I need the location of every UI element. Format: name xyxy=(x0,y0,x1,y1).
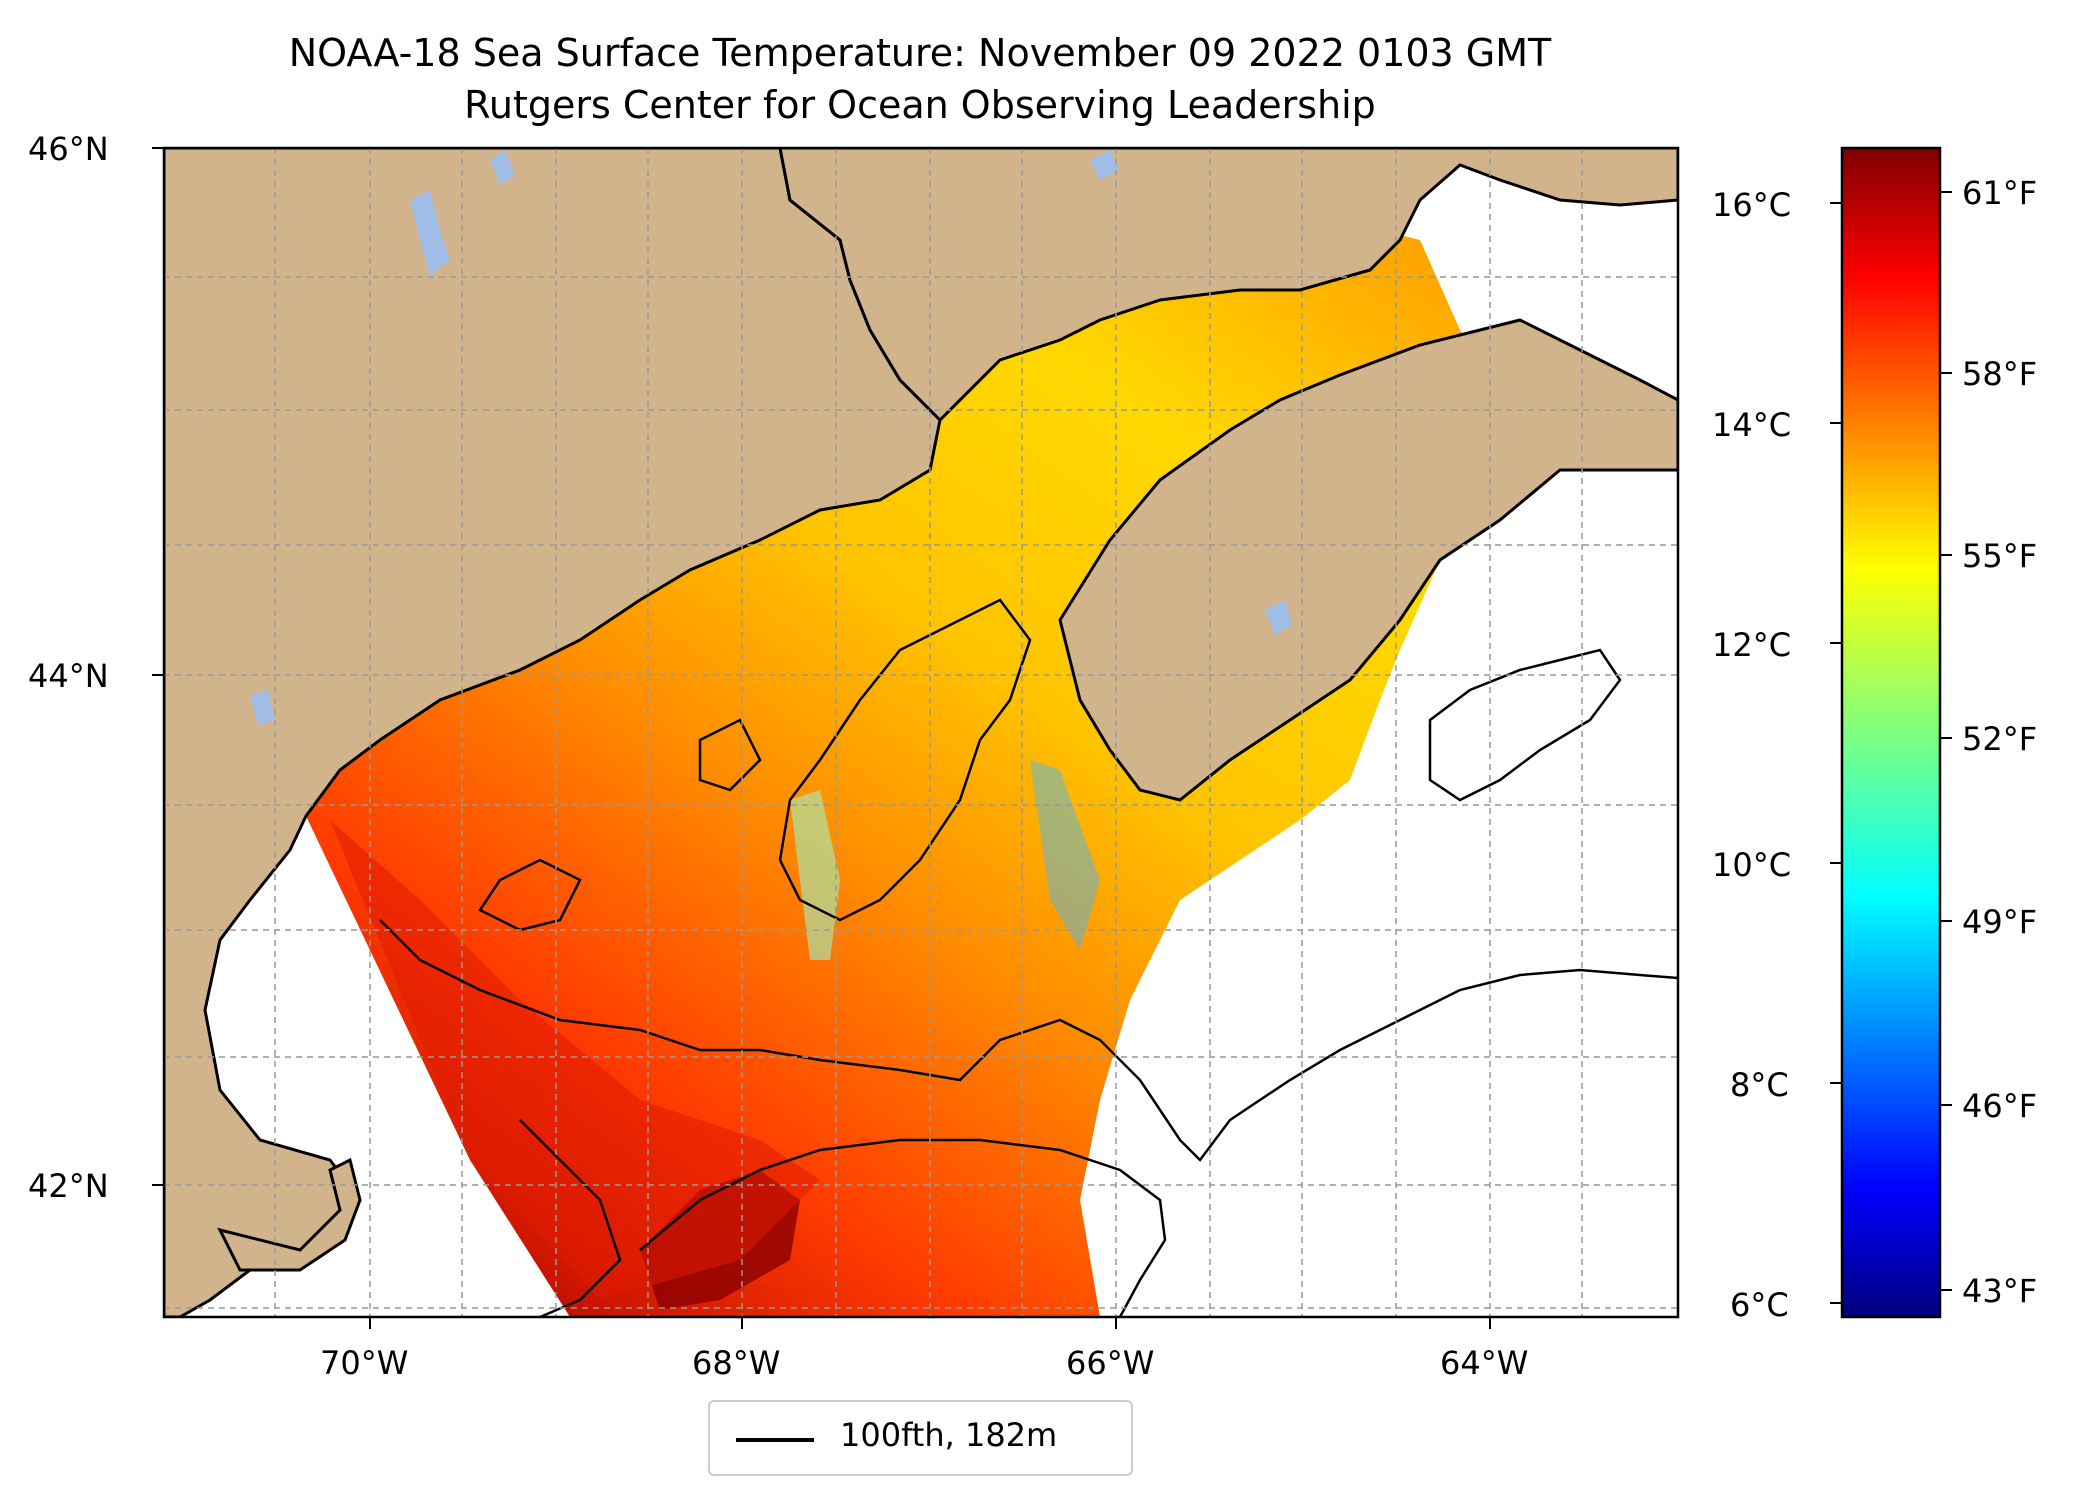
colorbar-fahrenheit-label: 43°F xyxy=(1962,1272,2038,1310)
colorbar-fahrenheit-label: 52°F xyxy=(1962,720,2038,758)
legend-label: 100fth, 182m xyxy=(840,1416,1058,1454)
sst-cool-streak xyxy=(790,790,840,960)
lake xyxy=(490,150,515,185)
colorbar-fahrenheit-label: 58°F xyxy=(1962,355,2038,393)
colorbar-ticks xyxy=(1830,191,1952,1304)
isobath-100fth xyxy=(1428,648,1622,802)
map-frame xyxy=(162,146,1680,1319)
isobath-100fth xyxy=(639,1138,1167,1317)
lat-label: 44°N xyxy=(28,657,109,695)
lon-label: 66°W xyxy=(1066,1344,1155,1382)
chart-title: NOAA-18 Sea Surface Temperature: Novembe… xyxy=(288,31,1552,75)
chart-subtitle: Rutgers Center for Ocean Observing Leade… xyxy=(464,83,1376,127)
colorbar-fahrenheit-label: 46°F xyxy=(1962,1087,2038,1125)
lake xyxy=(410,190,450,275)
axis-ticks xyxy=(152,147,1491,1329)
colorbar-celsius-label: 12°C xyxy=(1712,626,1792,664)
lon-label: 70°W xyxy=(320,1344,409,1382)
land-nova-scotia xyxy=(1058,318,1678,802)
isobath-100fth xyxy=(379,919,1678,1162)
sst-cool-streak-2 xyxy=(1030,760,1100,950)
isobath-100fth xyxy=(698,718,762,792)
lake xyxy=(1265,600,1292,635)
colorbar-fahrenheit-label: 49°F xyxy=(1962,903,2038,941)
colorbar-celsius-label: 8°C xyxy=(1730,1066,1789,1104)
colorbar xyxy=(1840,146,1942,1319)
lat-label: 42°N xyxy=(28,1167,109,1205)
isobath-100fth xyxy=(519,1119,622,1317)
lake xyxy=(1090,150,1118,180)
colorbar-fahrenheit-label: 61°F xyxy=(1962,174,2038,212)
land-new-brunswick xyxy=(778,148,1678,423)
legend: 100fth, 182m xyxy=(708,1400,1133,1476)
colorbar-celsius-label: 6°C xyxy=(1730,1286,1789,1324)
lat-label: 46°N xyxy=(28,130,109,168)
isobath-100fth xyxy=(478,858,582,932)
lon-label: 68°W xyxy=(692,1344,781,1382)
land-cape-cod xyxy=(217,1157,362,1272)
isobath-100fth xyxy=(778,598,1032,922)
lake xyxy=(250,690,275,725)
legend-line-swatch xyxy=(736,1438,814,1442)
colorbar-celsius-label: 16°C xyxy=(1712,186,1792,224)
lon-label: 64°W xyxy=(1440,1344,1529,1382)
colorbar-fahrenheit-label: 55°F xyxy=(1962,537,2038,575)
gridlines xyxy=(164,147,1678,1317)
colorbar-celsius-label: 10°C xyxy=(1712,846,1792,884)
colorbar-celsius-label: 14°C xyxy=(1712,406,1792,444)
sst-warm-band xyxy=(330,820,820,1300)
